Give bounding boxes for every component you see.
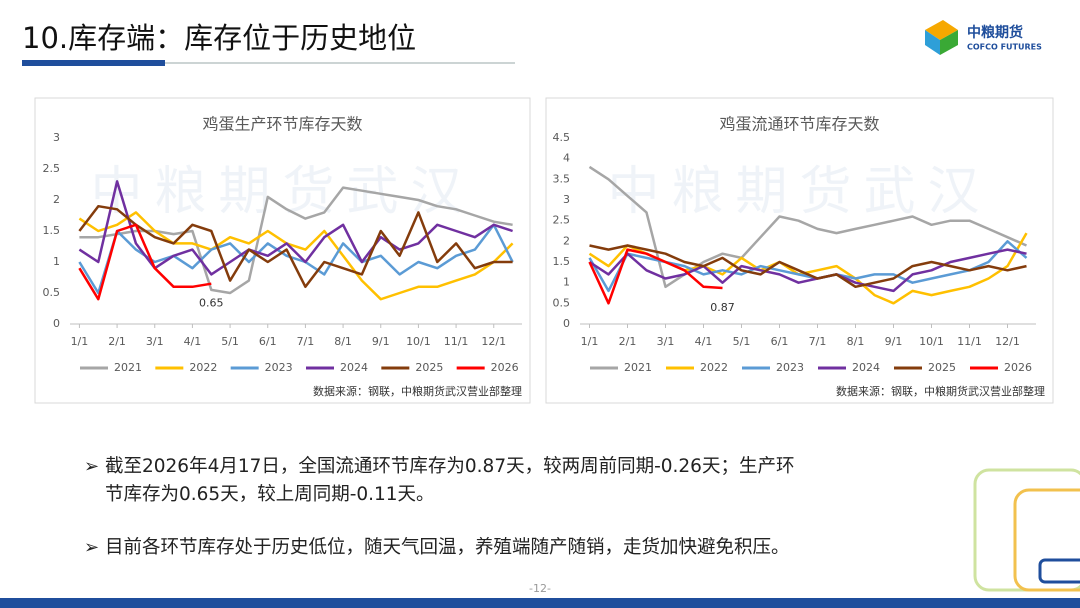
legend-label: 2024 [852, 361, 880, 374]
bullet-text: 目前各环节库存处于历史低位，随天气回温，养殖端随产随销，走货加快避免积压。 [105, 536, 790, 558]
y-tick-label: 3 [53, 131, 60, 144]
y-tick-label: 4 [563, 152, 570, 165]
y-tick-label: 0 [563, 317, 570, 330]
logo: 中粮期货 COFCO FUTURES [925, 20, 1042, 55]
y-tick-label: 0 [53, 317, 60, 330]
annotation: 0.65 [199, 297, 224, 310]
series-line [588, 165, 1028, 289]
y-tick-label: 3.5 [553, 172, 571, 185]
bullet-text: 截至2026年4月17日，全国流通环节库存为0.87天，较两周前同期-0.26天… [105, 456, 794, 477]
logo-en: COFCO FUTURES [967, 43, 1042, 52]
legend-label: 2021 [624, 361, 652, 374]
x-tick-label: 3/1 [146, 335, 164, 348]
legend-label: 2025 [928, 361, 956, 374]
x-tick-label: 4/1 [184, 335, 202, 348]
y-tick-label: 4.5 [553, 131, 571, 144]
x-tick-label: 8/1 [847, 335, 865, 348]
series-line [79, 186, 513, 295]
y-tick-label: 0.5 [553, 296, 571, 309]
legend-label: 2021 [114, 361, 142, 374]
x-tick-label: 11/1 [957, 335, 982, 348]
x-tick-label: 6/1 [771, 335, 789, 348]
x-tick-label: 11/1 [444, 335, 469, 348]
y-tick-label: 1.5 [43, 224, 61, 237]
legend-label: 2023 [265, 361, 293, 374]
page-number: -12- [529, 582, 551, 595]
x-tick-label: 6/1 [259, 335, 277, 348]
x-tick-label: 10/1 [919, 335, 944, 348]
y-tick-label: 0.5 [43, 286, 61, 299]
x-tick-label: 4/1 [695, 335, 713, 348]
y-tick-label: 2 [563, 234, 570, 247]
series-line [588, 248, 1027, 293]
x-tick-label: 3/1 [657, 335, 675, 348]
y-tick-label: 1 [563, 276, 570, 289]
legend-label: 2023 [776, 361, 804, 374]
logo-cn: 中粮期货 [967, 24, 1023, 41]
series-line [78, 223, 212, 301]
legend-label: 2022 [189, 361, 217, 374]
annotation: 0.87 [710, 301, 735, 314]
y-tick-label: 2.5 [553, 214, 571, 227]
decoration [973, 468, 1080, 592]
x-tick-label: 5/1 [221, 335, 239, 348]
title-bar [22, 60, 165, 66]
x-tick-label: 5/1 [733, 335, 751, 348]
series-line [78, 204, 513, 289]
legend-label: 2025 [415, 361, 443, 374]
chart-panel [34, 97, 531, 404]
chart-title: 鸡蛋生产环节库存天数 [202, 115, 362, 134]
x-tick-label: 9/1 [885, 335, 903, 348]
y-tick-label: 1 [53, 255, 60, 268]
series-line [78, 211, 514, 301]
y-tick-label: 3 [563, 193, 570, 206]
watermark: 中粮期货武汉 [90, 162, 474, 222]
x-tick-label: 12/1 [481, 335, 506, 348]
bullet-arrow: ➢ [84, 456, 99, 477]
footer-bar [0, 598, 1080, 608]
legend-label: 2022 [700, 361, 728, 374]
legend-label: 2024 [340, 361, 368, 374]
x-tick-label: 7/1 [297, 335, 315, 348]
y-tick-label: 2.5 [43, 162, 61, 175]
legend-label: 2026 [491, 361, 519, 374]
series-line [589, 244, 1027, 289]
x-tick-label: 2/1 [108, 335, 126, 348]
watermark: 中粮期货武汉 [607, 162, 991, 222]
chart-title: 鸡蛋流通环节库存天数 [719, 115, 879, 134]
x-tick-label: 8/1 [334, 335, 352, 348]
source-note: 数据来源：钢联，中粮期货武汉营业部整理 [836, 384, 1045, 398]
x-tick-label: 1/1 [71, 335, 89, 348]
x-tick-label: 7/1 [809, 335, 827, 348]
bullet-text: 节库存为0.65天，较上周同期-0.11天。 [105, 484, 435, 505]
slide-title: 10.库存端：库存位于历史地位 [22, 21, 416, 55]
x-tick-label: 1/1 [581, 335, 599, 348]
y-tick-label: 2 [53, 193, 60, 206]
x-tick-label: 10/1 [406, 335, 431, 348]
x-tick-label: 2/1 [619, 335, 637, 348]
legend-label: 2026 [1004, 361, 1032, 374]
series-line [588, 248, 723, 305]
source-note: 数据来源：钢联，中粮期货武汉营业部整理 [313, 384, 522, 398]
y-tick-label: 1.5 [553, 255, 571, 268]
x-tick-label: 12/1 [995, 335, 1020, 348]
x-tick-label: 9/1 [372, 335, 390, 348]
bullet-arrow: ➢ [84, 537, 99, 558]
